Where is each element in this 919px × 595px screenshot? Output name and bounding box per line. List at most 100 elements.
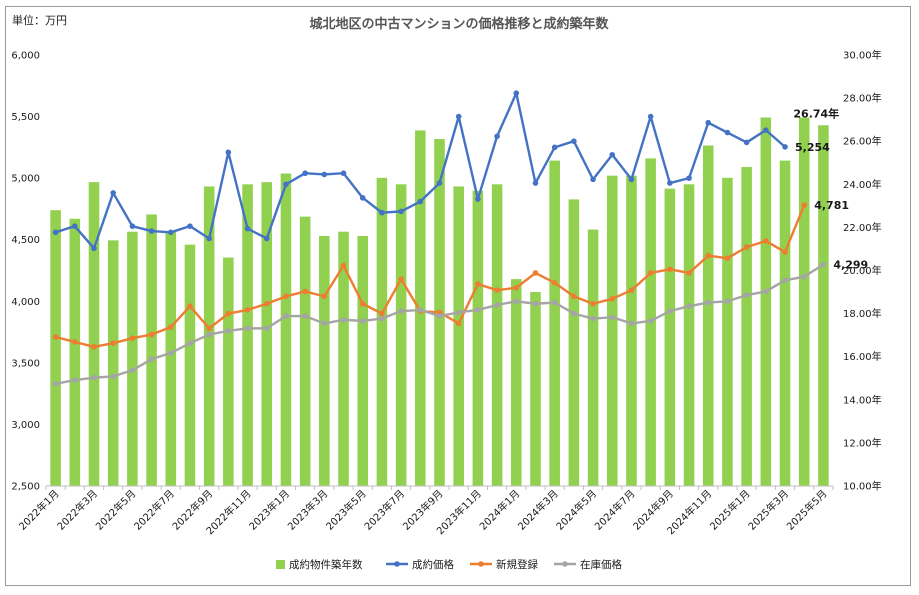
series-2-point-29	[609, 314, 616, 321]
bar-38	[779, 160, 791, 486]
chart-title: 城北地区の中古マンションの価格推移と成約築年数	[309, 16, 609, 32]
bar-0	[50, 210, 61, 486]
bar-23	[491, 184, 503, 487]
series-1-point-21	[455, 320, 462, 327]
legend: 成約物件築年数 成約価格 新規登録 在庫価格	[276, 558, 622, 571]
annotation-0: 5,254	[795, 141, 830, 154]
series-2-point-4	[129, 367, 136, 374]
series-1-point-29	[609, 296, 616, 302]
bar-39	[798, 117, 810, 487]
x-tick-label: 2023年1月	[246, 487, 292, 533]
series-2-point-33	[686, 303, 692, 310]
series-1-point-18	[398, 276, 404, 282]
series-0-point-17	[379, 209, 385, 216]
series-0-point-16	[359, 195, 366, 201]
bar-15	[338, 231, 349, 486]
series-2-point-15	[340, 316, 347, 323]
series-2-point-31	[647, 318, 654, 324]
series-1-point-4	[129, 335, 136, 342]
series-2-point-17	[379, 315, 385, 322]
series-0-point-10	[244, 225, 251, 232]
series-0-point-26	[551, 144, 558, 151]
series-1-point-34	[705, 252, 712, 259]
bar-14	[319, 236, 330, 486]
series-0-point-9	[225, 149, 232, 156]
series-1-point-38	[782, 249, 788, 255]
series-2-point-2	[91, 374, 97, 381]
series-1-point-10	[244, 307, 251, 313]
y-right-tick-label: 14.00年	[843, 393, 882, 406]
x-tick-label: 2024年1月	[477, 487, 523, 533]
bar-7	[184, 244, 196, 486]
series-2-point-22	[475, 307, 481, 313]
series-1-point-32	[667, 266, 673, 273]
series-0-point-0	[52, 229, 59, 236]
legend-bar-label: 成約物件築年数	[289, 558, 363, 571]
y-left-tick-label: 3,500	[11, 358, 40, 369]
bar-28	[587, 229, 599, 486]
series-0-point-36	[743, 139, 750, 146]
series-0-point-3	[110, 190, 116, 196]
legend-line-label-2: 在庫価格	[580, 558, 622, 571]
y-right-tick-label: 18.00年	[843, 307, 882, 320]
bar-34	[702, 145, 714, 486]
bar-27	[568, 199, 580, 486]
series-0-point-22	[475, 196, 481, 202]
series-1-point-5	[148, 331, 155, 338]
bar-11	[261, 182, 273, 486]
x-tick-label: 2022年7月	[131, 487, 177, 533]
series-1-point-7	[187, 303, 193, 310]
x-tick-label: 2022年1月	[16, 487, 62, 533]
legend-marker-0	[394, 561, 400, 567]
bar-22	[472, 190, 484, 486]
series-0-point-2	[91, 245, 97, 252]
series-0-point-37	[763, 127, 769, 133]
bar-35	[722, 177, 733, 486]
bar-29	[606, 175, 618, 486]
series-1-point-16	[359, 300, 366, 307]
series-2-point-21	[455, 309, 462, 316]
annotation-bar: 26.74年	[793, 106, 839, 120]
series-0-point-11	[263, 235, 270, 242]
series-2-point-8	[206, 331, 212, 338]
bar-3	[107, 240, 119, 486]
legend-line-label-0: 成約価格	[412, 558, 454, 571]
series-2-point-39	[801, 273, 808, 280]
y-axis-left: 2,500 3,000 3,500 4,000 4,500 5,000 5,500 6,000	[11, 51, 40, 493]
series-1-point-22	[475, 281, 481, 287]
x-tick-label: 2023年5月	[323, 487, 369, 533]
series-1-point-30	[628, 287, 635, 294]
bar-12	[280, 173, 292, 486]
series-2-point-24	[513, 298, 520, 305]
bar-16	[357, 236, 368, 486]
series-2-point-27	[571, 310, 577, 317]
series-2-point-10	[244, 325, 251, 332]
x-axis: 2022年1月2022年3月2022年5月2022年7月2022年9月2022年…	[16, 487, 830, 537]
y-right-tick-label: 26.00年	[843, 135, 882, 148]
series-2-point-25	[532, 300, 539, 307]
bar-18	[395, 184, 407, 487]
series-2-point-0	[52, 380, 59, 387]
y-right-tick-label: 16.00年	[843, 350, 882, 363]
bar-32	[664, 188, 676, 487]
annotation-1: 4,781	[814, 199, 849, 212]
series-2-point-5	[148, 356, 155, 362]
bar-37	[760, 117, 772, 487]
series-1-point-37	[763, 238, 769, 244]
series-1-point-11	[263, 300, 270, 307]
series-1-point-14	[321, 293, 328, 300]
series-0-point-6	[167, 229, 174, 236]
series-1-point-9	[225, 310, 232, 317]
y-right-tick-label: 30.00年	[843, 49, 882, 62]
legend-bar-swatch	[276, 560, 285, 569]
series-0-point-28	[590, 176, 596, 183]
bar-17	[376, 177, 388, 486]
series-0-point-23	[494, 133, 500, 140]
series-2-point-34	[705, 299, 712, 306]
series-1-point-0	[52, 334, 59, 340]
series-1-point-26	[551, 280, 558, 286]
series-0-point-21	[455, 113, 462, 120]
axes-group	[45, 485, 834, 490]
legend-line-label-1: 新規登録	[496, 558, 538, 571]
series-2-point-19	[417, 307, 424, 313]
